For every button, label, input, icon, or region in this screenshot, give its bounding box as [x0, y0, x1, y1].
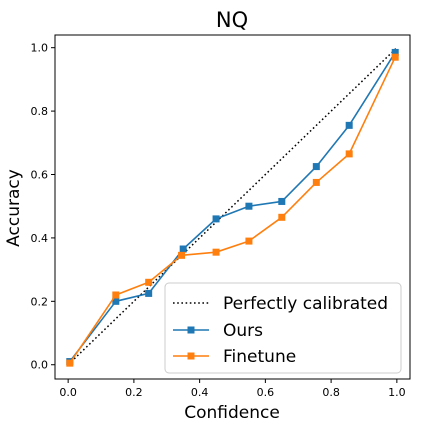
series-layer	[66, 47, 399, 367]
y-tick-label: 0.6	[31, 169, 49, 182]
legend: Perfectly calibrated Ours Finetune	[164, 282, 402, 374]
data-point-finetune	[391, 53, 399, 61]
legend-label-perfectly-calibrated: Perfectly calibrated	[223, 294, 388, 314]
y-tick-label: 0.4	[31, 232, 49, 245]
x-tick-label: 0.8	[322, 386, 340, 399]
plot-frame	[54, 34, 411, 380]
y-tick-label: 1.0	[31, 42, 49, 55]
x-tick-label: 0.0	[59, 386, 77, 399]
data-point-finetune	[312, 178, 320, 186]
x-tick-label: 0.6	[257, 386, 275, 399]
series-line-perfectly-calibrated	[67, 47, 398, 366]
legend-label-ours: Ours	[223, 321, 263, 341]
chart-title: NQ	[216, 8, 248, 32]
y-tick-label: 0.2	[31, 295, 49, 308]
legend-box	[164, 282, 402, 374]
x-axis: 0.0 0.2 0.4 0.6 0.8 1.0	[59, 379, 406, 399]
data-point-ours	[112, 297, 120, 305]
legend-label-finetune: Finetune	[223, 347, 296, 367]
y-tick-label: 0.8	[31, 105, 49, 118]
data-point-finetune	[66, 359, 74, 367]
legend-marker-ours	[187, 326, 195, 334]
data-point-ours	[179, 245, 187, 253]
series-line-finetune	[69, 56, 396, 364]
data-point-finetune	[112, 291, 120, 299]
data-point-ours	[345, 121, 353, 129]
data-point-ours	[245, 202, 253, 210]
data-point-ours	[145, 289, 153, 297]
data-point-ours	[212, 215, 220, 223]
data-point-finetune	[245, 237, 253, 245]
y-axis-title: Accuracy	[4, 169, 24, 247]
x-tick-label: 0.2	[125, 386, 143, 399]
data-point-finetune	[145, 278, 153, 286]
data-point-ours	[391, 48, 399, 56]
data-point-finetune	[345, 150, 353, 158]
data-point-finetune	[178, 251, 186, 259]
y-axis: 0.0 0.2 0.4 0.6 0.8 1.0	[31, 42, 55, 372]
legend-marker-finetune	[187, 352, 195, 360]
data-point-finetune	[212, 248, 220, 256]
x-tick-label: 0.4	[191, 386, 209, 399]
data-point-finetune	[278, 213, 286, 221]
data-point-ours	[312, 163, 320, 171]
x-tick-label: 1.0	[388, 386, 406, 399]
x-axis-title: Confidence	[184, 403, 280, 423]
data-point-ours	[278, 197, 286, 205]
series-line-ours	[69, 52, 396, 363]
y-tick-label: 0.0	[31, 359, 49, 372]
